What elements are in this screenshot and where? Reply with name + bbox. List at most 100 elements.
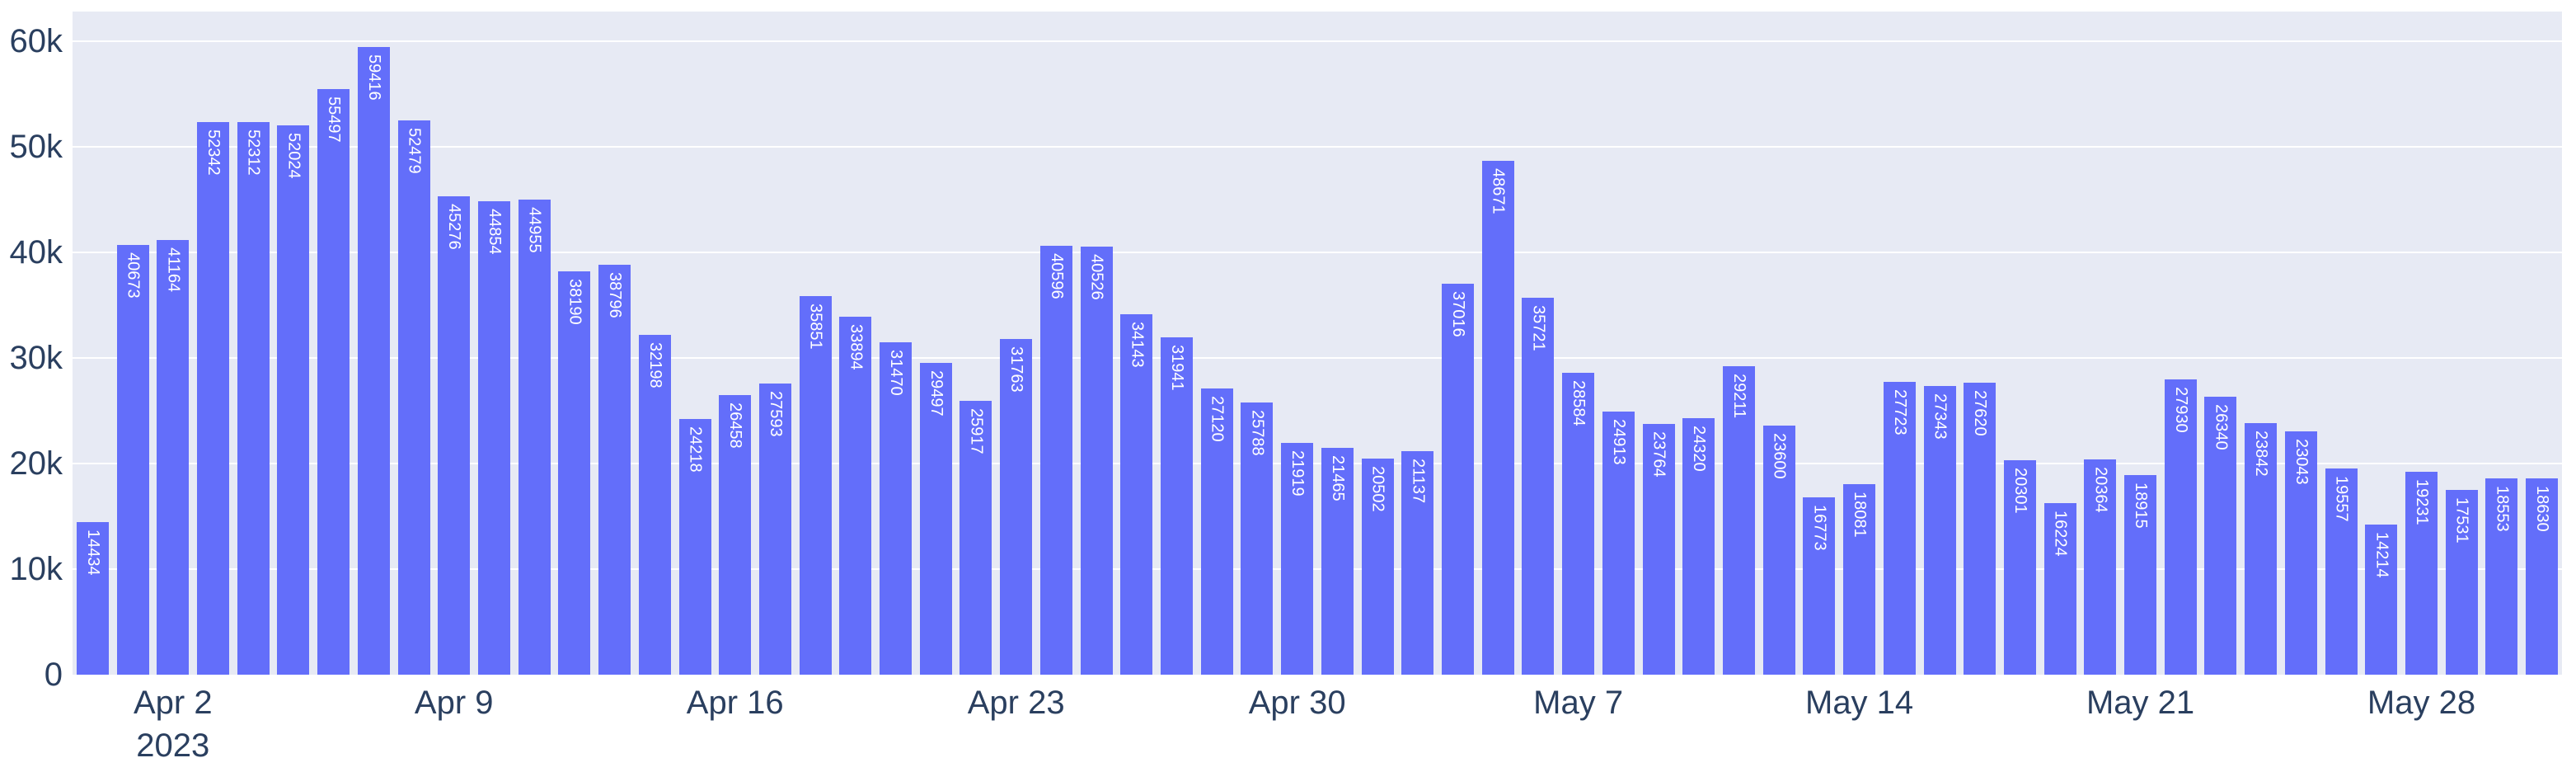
bar-apr-14[interactable]: 32198 bbox=[638, 334, 671, 675]
bar-may-16[interactable]: 27343 bbox=[1923, 385, 1956, 675]
bar-apr-21[interactable]: 29497 bbox=[919, 363, 952, 675]
y-tick-label-10k: 10k bbox=[9, 550, 63, 587]
x-tick-line: May 21 bbox=[2086, 685, 2195, 721]
bar-value-label: 40673 bbox=[124, 252, 143, 299]
bar-may-20[interactable]: 20364 bbox=[2084, 459, 2117, 675]
x-tick-label-apr-2-2023: Apr 2 2023 bbox=[134, 681, 213, 767]
bar-value-label: 31763 bbox=[1007, 346, 1026, 393]
bar-may-9[interactable]: 23764 bbox=[1642, 423, 1675, 675]
bar-apr-15[interactable]: 24218 bbox=[678, 418, 711, 675]
x-tick-label-may-14: May 14 bbox=[1805, 681, 1913, 724]
bar-value-label: 29497 bbox=[927, 370, 945, 417]
bar-value-label: 20502 bbox=[1368, 465, 1387, 512]
bar-apr-12[interactable]: 38190 bbox=[558, 271, 591, 675]
bar-value-label: 21465 bbox=[1328, 455, 1347, 501]
bar-apr-6[interactable]: 55497 bbox=[317, 88, 350, 675]
bar-apr-7[interactable]: 59416 bbox=[357, 47, 390, 675]
bar-apr-19[interactable]: 33894 bbox=[839, 317, 872, 675]
bar-apr-18[interactable]: 35851 bbox=[799, 296, 832, 675]
bar-may-25[interactable]: 23043 bbox=[2284, 431, 2317, 675]
bar-apr-1[interactable]: 40673 bbox=[116, 245, 149, 675]
bar-may-13[interactable]: 16773 bbox=[1803, 497, 1836, 675]
bar-apr-13[interactable]: 38796 bbox=[598, 265, 631, 675]
bar-value-label: 25788 bbox=[1248, 409, 1267, 456]
x-tick-line: Apr 2 bbox=[133, 685, 213, 721]
bar-value-label: 20301 bbox=[2011, 468, 2029, 514]
bar-may-24[interactable]: 23842 bbox=[2245, 422, 2278, 675]
bar-value-label: 59416 bbox=[364, 54, 383, 101]
bar-value-label: 27930 bbox=[2171, 387, 2190, 434]
bar-may-5[interactable]: 48671 bbox=[1481, 160, 1514, 675]
bar-value-label: 38190 bbox=[565, 279, 584, 325]
bar-may-2[interactable]: 20502 bbox=[1361, 458, 1394, 675]
bar-mar-31[interactable]: 14434 bbox=[76, 522, 109, 675]
bar-may-21[interactable]: 18915 bbox=[2124, 474, 2157, 675]
plot-area[interactable]: 14434 40673 41164 52342 52312 52024 55497 59416… bbox=[73, 12, 2562, 675]
bar-apr-28[interactable]: 27120 bbox=[1200, 388, 1233, 675]
bar-value-label: 14434 bbox=[83, 530, 102, 576]
y-tick-label-20k: 20k bbox=[9, 445, 63, 482]
bar-may-15[interactable]: 27723 bbox=[1883, 382, 1916, 675]
bar-may-18[interactable]: 20301 bbox=[2003, 460, 2036, 675]
bar-value-label: 35721 bbox=[1529, 304, 1548, 351]
bar-apr-26[interactable]: 34143 bbox=[1120, 313, 1153, 675]
bar-apr-16[interactable]: 26458 bbox=[719, 395, 752, 675]
x-tick-label-may-28: May 28 bbox=[2367, 681, 2475, 724]
bar-may-8[interactable]: 24913 bbox=[1602, 412, 1635, 675]
bar-may-7[interactable]: 28584 bbox=[1562, 373, 1595, 675]
gridline-50k bbox=[73, 145, 2562, 148]
bar-may-11[interactable]: 29211 bbox=[1722, 366, 1755, 675]
bar-may-3[interactable]: 21137 bbox=[1401, 451, 1434, 675]
bar-apr-2[interactable]: 41164 bbox=[157, 240, 190, 675]
bar-apr-25[interactable]: 40526 bbox=[1080, 247, 1113, 675]
bar-value-label: 26458 bbox=[726, 402, 745, 449]
bar-may-4[interactable]: 37016 bbox=[1441, 284, 1474, 675]
bar-value-label: 17531 bbox=[2452, 497, 2471, 544]
bar-apr-23[interactable]: 31763 bbox=[1000, 339, 1033, 675]
bar-value-label: 52342 bbox=[204, 129, 223, 176]
bar-value-label: 35851 bbox=[806, 304, 825, 350]
bar-apr-29[interactable]: 25788 bbox=[1241, 402, 1274, 675]
bar-may-29[interactable]: 17531 bbox=[2445, 489, 2478, 675]
bar-apr-11[interactable]: 44955 bbox=[518, 200, 551, 675]
y-tick-label-50k: 50k bbox=[9, 128, 63, 165]
bar-apr-20[interactable]: 31470 bbox=[880, 342, 913, 675]
bar-may-28[interactable]: 19231 bbox=[2405, 471, 2438, 675]
bar-may-26[interactable]: 19557 bbox=[2325, 468, 2358, 675]
bar-apr-9[interactable]: 45276 bbox=[438, 196, 471, 675]
gridline-60k bbox=[73, 40, 2562, 42]
bar-may-30[interactable]: 18553 bbox=[2485, 478, 2518, 675]
bar-apr-4[interactable]: 52312 bbox=[237, 122, 270, 675]
bar-may-10[interactable]: 24320 bbox=[1682, 417, 1715, 675]
bar-may-6[interactable]: 35721 bbox=[1522, 297, 1555, 675]
bar-apr-24[interactable]: 40596 bbox=[1039, 246, 1072, 675]
bar-may-14[interactable]: 18081 bbox=[1843, 483, 1876, 675]
bar-may-17[interactable]: 27620 bbox=[1964, 383, 1997, 675]
bar-value-label: 55497 bbox=[325, 96, 344, 143]
bar-apr-5[interactable]: 52024 bbox=[277, 125, 310, 675]
bar-value-label: 23764 bbox=[1649, 431, 1668, 478]
bar-apr-3[interactable]: 52342 bbox=[196, 121, 229, 675]
bar-apr-10[interactable]: 44854 bbox=[477, 200, 510, 675]
bar-apr-8[interactable]: 52479 bbox=[397, 120, 430, 675]
bar-apr-30[interactable]: 21919 bbox=[1281, 443, 1314, 675]
bar-value-label: 27723 bbox=[1890, 389, 1909, 435]
bar-may-23[interactable]: 26340 bbox=[2204, 396, 2237, 675]
y-tick-label-40k: 40k bbox=[9, 233, 63, 271]
bar-may-22[interactable]: 27930 bbox=[2164, 379, 2197, 675]
bar-value-label: 45276 bbox=[445, 204, 464, 250]
bar-may-19[interactable]: 16224 bbox=[2043, 503, 2076, 675]
bar-apr-22[interactable]: 25917 bbox=[960, 401, 992, 675]
x-tick-line: Apr 16 bbox=[686, 685, 784, 721]
bar-apr-17[interactable]: 27593 bbox=[758, 383, 791, 675]
bar-value-label: 48671 bbox=[1489, 167, 1508, 214]
bar-value-label: 41164 bbox=[164, 247, 183, 293]
bar-apr-27[interactable]: 31941 bbox=[1161, 337, 1194, 675]
bar-may-31[interactable]: 18630 bbox=[2526, 478, 2559, 675]
bar-may-27[interactable]: 14214 bbox=[2365, 525, 2398, 675]
x-tick-line: May 28 bbox=[2367, 685, 2476, 721]
bar-value-label: 23600 bbox=[1770, 432, 1789, 479]
bar-may-1[interactable]: 21465 bbox=[1321, 448, 1354, 675]
bar-may-12[interactable]: 23600 bbox=[1762, 425, 1795, 675]
